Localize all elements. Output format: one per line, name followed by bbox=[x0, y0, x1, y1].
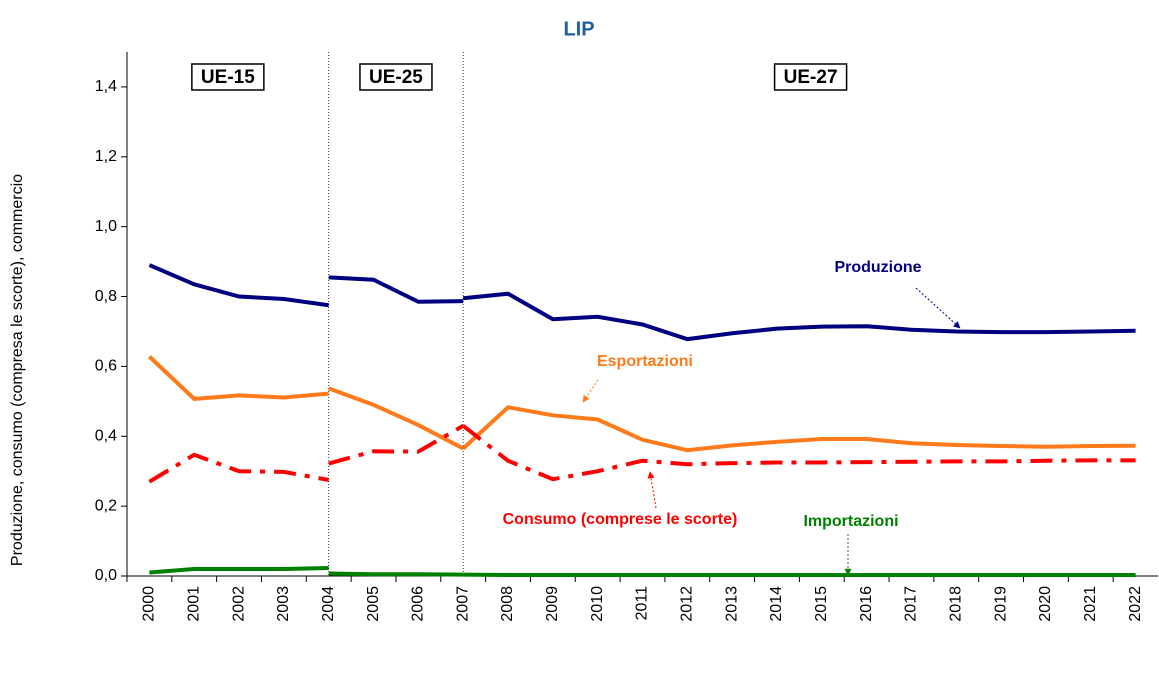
y-tick-label: 1,2 bbox=[95, 148, 117, 165]
period-box bbox=[773, 63, 848, 91]
period-label: UE-27 bbox=[784, 67, 838, 88]
series-line bbox=[461, 405, 1136, 453]
y-tick-label: 1,0 bbox=[95, 218, 117, 235]
y-tick-label: 0,2 bbox=[95, 497, 117, 514]
y-tick-label: 0,4 bbox=[95, 427, 117, 444]
y-tick-label: 0,0 bbox=[95, 567, 117, 584]
series-line bbox=[461, 424, 1136, 482]
series-line bbox=[462, 291, 1136, 342]
series-label: Produzione bbox=[834, 259, 921, 276]
x-tick-label: 2006 bbox=[410, 586, 427, 622]
series-line bbox=[148, 452, 330, 484]
x-tick-label: 2022 bbox=[1127, 586, 1144, 622]
x-tick-label: 2021 bbox=[1082, 586, 1099, 622]
arrow bbox=[582, 379, 599, 403]
x-tick-label: 2010 bbox=[589, 586, 606, 622]
x-tick-label: 2001 bbox=[185, 586, 202, 622]
period-label: UE-15 bbox=[201, 67, 255, 88]
arrow bbox=[915, 287, 961, 329]
x-tick-label: 2003 bbox=[275, 586, 292, 622]
x-tick-label: 2004 bbox=[320, 586, 337, 622]
x-tick-label: 2018 bbox=[948, 586, 965, 622]
y-tick-label: 0,8 bbox=[95, 288, 117, 305]
y-axis-title: Produzione, consumo (compresa le scorte)… bbox=[9, 174, 26, 566]
chart-title: LIP bbox=[563, 18, 594, 40]
y-tick-label: 0,6 bbox=[95, 358, 117, 375]
x-tick-label: 2017 bbox=[903, 586, 920, 622]
series-line bbox=[149, 565, 329, 575]
period-box bbox=[359, 63, 433, 91]
x-tick-label: 2016 bbox=[858, 586, 875, 622]
x-tick-label: 2009 bbox=[544, 586, 561, 622]
x-tick-label: 2020 bbox=[1037, 586, 1054, 622]
series-line bbox=[328, 275, 464, 304]
x-tick-label: 2011 bbox=[634, 586, 651, 621]
x-tick-label: 2005 bbox=[365, 586, 382, 622]
x-tick-label: 2000 bbox=[141, 586, 158, 622]
series-line bbox=[328, 571, 464, 577]
arrow bbox=[647, 471, 657, 509]
y-tick-label: 1,4 bbox=[95, 78, 117, 95]
series-line bbox=[328, 386, 465, 451]
x-tick-label: 2015 bbox=[813, 586, 830, 622]
x-tick-label: 2014 bbox=[768, 586, 785, 622]
series-line bbox=[148, 263, 329, 308]
period-box bbox=[191, 63, 265, 91]
x-tick-label: 2013 bbox=[723, 586, 740, 622]
series-label: Consumo (comprese le scorte) bbox=[503, 511, 738, 528]
series-label: Esportazioni bbox=[597, 353, 693, 370]
x-tick-label: 2002 bbox=[230, 586, 247, 622]
series-line bbox=[148, 355, 329, 401]
x-tick-label: 2007 bbox=[454, 586, 471, 622]
x-tick-label: 2019 bbox=[992, 586, 1009, 622]
series-line bbox=[328, 424, 465, 466]
series-label: Importazioni bbox=[803, 513, 898, 530]
x-tick-label: 2008 bbox=[499, 586, 516, 622]
x-tick-label: 2012 bbox=[679, 586, 696, 622]
period-label: UE-25 bbox=[369, 67, 423, 88]
